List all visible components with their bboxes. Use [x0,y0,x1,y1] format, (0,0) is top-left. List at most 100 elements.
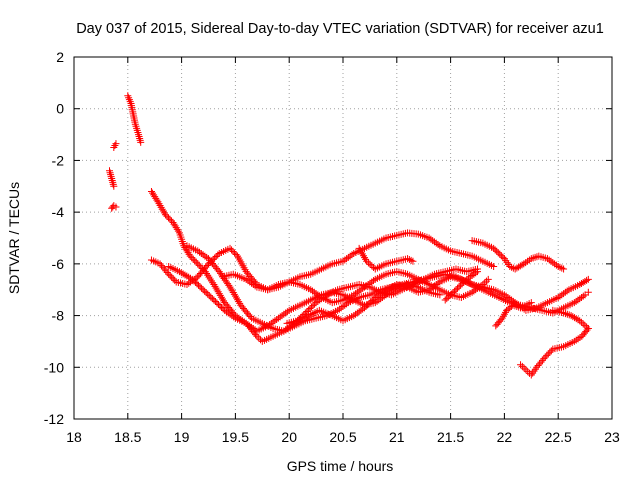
data-point [350,312,358,320]
data-point [502,292,510,300]
x-tick-label: 21 [389,429,405,445]
x-tick-label: 21.5 [437,429,464,445]
data-point [307,303,315,311]
data-point [246,278,254,286]
data-point [368,262,376,270]
data-point [341,301,349,309]
data-point [226,310,234,318]
data-point [430,238,438,246]
data-point [574,296,582,304]
data-point [208,295,216,303]
data-point [409,257,417,265]
data-point [153,196,161,204]
data-point [174,227,182,235]
data-point [506,262,514,270]
data-point [280,327,288,335]
data-point [534,362,542,370]
data-point [218,295,226,303]
data-point [221,306,229,314]
x-tick-label: 18.5 [114,429,141,445]
data-point [497,252,505,260]
data-point [107,171,115,179]
data-point [352,290,360,298]
data-point [188,254,196,262]
data-point [248,279,256,287]
data-point [560,290,568,298]
data-point [309,302,317,310]
data-point [527,299,535,307]
x-tick-label: 20.5 [329,429,356,445]
data-point [190,277,198,285]
data-point [499,253,507,261]
data-point [214,251,222,259]
data-point [211,298,219,306]
data-point [537,358,545,366]
data-point [316,296,324,304]
data-point [171,276,179,284]
data-point [466,273,474,281]
x-tick-label: 19.5 [222,429,249,445]
data-point [504,293,512,301]
data-point [317,295,325,303]
data-point [110,182,118,190]
data-point [163,268,171,276]
data-point [520,364,528,372]
data-point [283,308,291,316]
data-point [194,247,202,255]
x-tick-label: 22.5 [545,429,572,445]
data-point [522,366,530,374]
grid [73,56,613,420]
data-point [321,292,329,300]
data-point [367,298,375,306]
data-point [470,270,478,278]
data-point [159,263,167,271]
data-point [168,273,176,281]
data-point [545,256,553,264]
data-point [578,293,586,301]
x-tick-label: 18 [66,429,82,445]
data-point [490,262,498,270]
data-point [407,256,415,264]
data-point [271,317,279,325]
data-point [225,281,233,289]
data-point [449,289,457,297]
data-point [202,289,210,297]
data-point [572,297,580,305]
data-point [161,211,169,219]
plot-frame [73,56,613,420]
data-point [350,291,358,299]
data-point [156,260,164,268]
data-point [312,290,320,298]
axis-ticks: 18 18.5 19 19.5 20 20.5 21 21.5 22 22.5 23-12-10-8… [44,49,620,445]
data-point [561,310,569,318]
data-point [355,287,363,295]
data-point [186,252,194,260]
data-point [280,310,288,318]
data-point [137,138,145,146]
data-point [193,280,201,288]
data-point [551,260,559,268]
data-point [306,305,314,313]
y-tick-label: 2 [56,49,64,65]
data-point [577,318,585,326]
data-point [253,332,261,340]
data-point [231,249,239,257]
data-point [584,275,592,283]
data-point [346,252,354,260]
data-point [352,310,360,318]
data-point [211,254,219,262]
x-tick-label: 22 [497,429,513,445]
data-point [111,142,119,150]
data-point [276,313,284,321]
data-point [166,272,174,280]
data-point [136,136,144,144]
data-point [371,293,379,301]
x-tick-label: 20 [281,429,297,445]
data-point [194,260,202,268]
data-point [212,284,220,292]
data-point [482,277,490,285]
data-point [282,326,290,334]
data-point [183,281,191,289]
data-point [226,244,234,252]
data-point [541,353,549,361]
